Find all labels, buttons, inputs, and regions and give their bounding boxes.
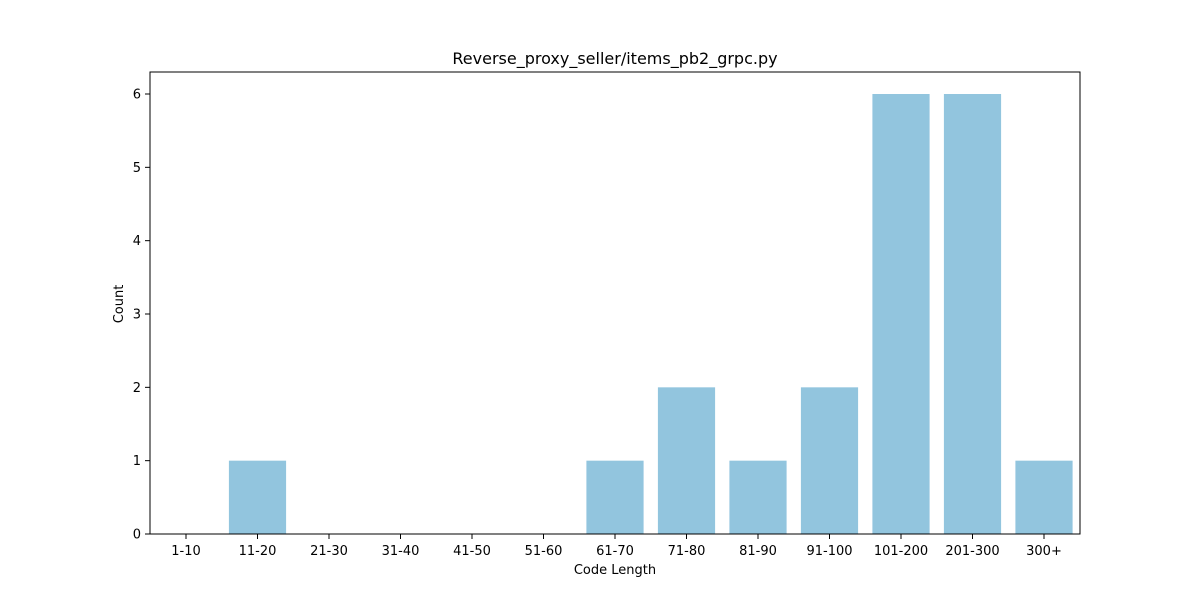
y-tick-label: 1 [133,454,141,469]
x-tick-label: 1-10 [171,544,201,559]
x-tick-label: 31-40 [382,544,420,559]
y-tick-label: 0 [133,528,141,543]
bar-71-80 [657,387,716,534]
x-tick-label: 81-90 [739,544,777,559]
y-tick-label: 6 [133,88,141,103]
x-tick-label: 71-80 [668,544,706,559]
bar-101-200 [872,94,930,534]
y-tick-label: 4 [133,234,141,249]
bar-11-20 [228,460,287,534]
bar-61-70 [586,460,644,534]
x-axis-title: Code Length [574,563,656,578]
plot-frame [149,71,1081,535]
x-tick-label: 21-30 [310,544,348,559]
chart-title: Reverse_proxy_seller/items_pb2_grpc.py [452,49,777,69]
x-tick-label: 61-70 [596,544,634,559]
x-tick-label: 51-60 [525,544,563,559]
x-tick-label: 201-300 [945,544,999,559]
x-tick-label: 41-50 [453,544,491,559]
x-tick-label: 300+ [1026,544,1062,559]
x-tick-label: 91-100 [806,544,852,559]
bars-layer [228,94,1073,534]
y-tick-label: 5 [133,161,141,176]
x-axis: 1-10 11-20 21-30 31-40 41-50 51-60 61-70 71-80 8… [171,534,1062,559]
y-axis-title: Count [112,285,127,324]
y-tick-label: 3 [133,308,141,323]
bar-81-90 [729,460,787,534]
x-tick-label: 11-20 [239,544,277,559]
x-tick-label: 101-200 [874,544,928,559]
y-axis: 0 1 2 3 4 5 6 [133,88,150,543]
bar-201-300 [943,94,1002,534]
bar-91-100 [800,387,859,534]
bar-300+ [1015,460,1073,534]
y-tick-label: 2 [133,381,141,396]
